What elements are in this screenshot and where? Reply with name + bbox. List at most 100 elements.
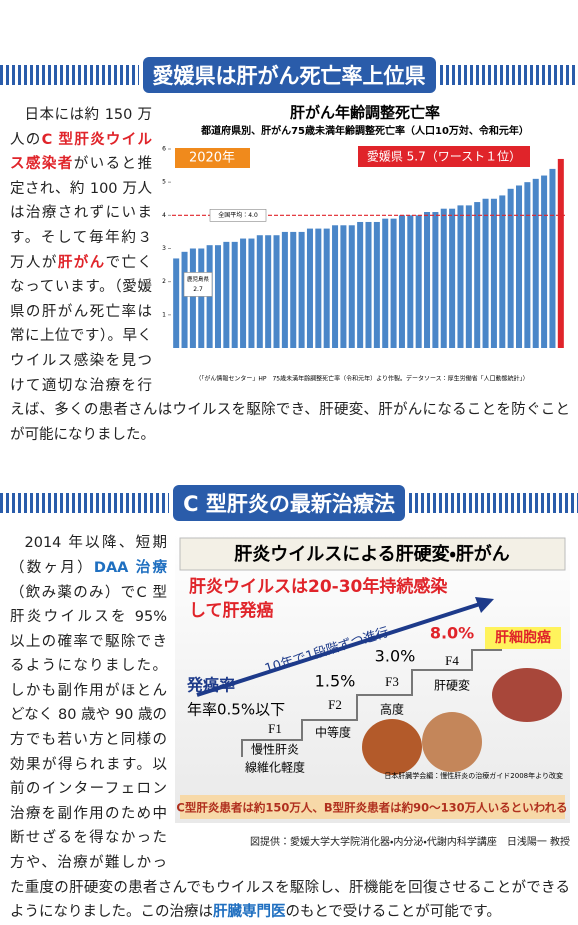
bar [348,225,355,348]
diagram: 肝炎ウイルスによる肝硬変・肝がん 肝炎ウイルスは20-30年持続感染 して肝発癌… [175,533,570,824]
stage-rate: 8.0% [430,624,474,643]
chart: 肝がん年齢調整死亡率 都道府県別、肝がん75歳未満年齢調整死亡率（人口10万対、… [162,104,565,383]
bar [273,235,280,348]
stage-rate: 1.5% [315,672,356,691]
bar [332,225,339,348]
rate-label: 発癌率 [186,676,235,695]
cancer-label: 肝細胞癌 [495,629,551,646]
bar [499,195,506,348]
bar [198,248,205,348]
callout-label: 鹿児島県 [187,275,210,283]
highlight-label: 愛媛県 5.7（ワースト１位） [367,150,521,164]
bar [365,221,372,348]
bar [298,231,305,348]
rate-value: 年率0.5%以下 [187,701,285,719]
bar [357,221,364,348]
cancer-box [485,627,561,650]
bar [290,231,297,348]
footer-band [180,795,565,820]
average-label: 全国平均：4.0 [218,211,258,219]
bar [214,245,221,348]
bar [449,208,456,348]
bar [465,205,472,348]
stage-desc: 肝硬変 [434,678,470,693]
bar [432,212,439,348]
section-heading: 愛媛県は肝がん死亡率上位県 [0,57,578,93]
text-run: のもとで受けることが可能です。 [285,904,501,921]
bar [407,215,414,348]
bar [440,208,447,348]
y-tick-label: 1 [162,311,166,318]
bar [482,198,489,348]
text-run: 肝がん [57,254,106,271]
average-box [209,209,267,222]
bar [315,228,322,348]
text-run: 2014 年以降、短期（数ヶ月） [10,535,167,576]
year-box [175,148,250,168]
stage-desc: 慢性肝炎 [251,743,299,757]
text-run: 日本には約 150 万人の [10,107,152,148]
bar [256,235,263,348]
arrow [196,602,481,698]
diagram-box: 肝炎ウイルスによる肝硬変・肝がん 肝炎ウイルスは20-30年持続感染 して肝発癌… [175,533,570,863]
bar [541,175,548,348]
chart-subtitle: 都道府県別、肝がん75歳未満年齢調整死亡率（人口10万対、令和元年） [200,124,529,137]
text-run: C 型肝炎ウイルス感染者 [10,131,152,173]
highlight-box [358,146,530,167]
callout-value: 2.7 [193,286,203,293]
heading-text: 愛媛県は肝がん死亡率上位県 [142,57,436,93]
bar [189,248,196,348]
section: C 型肝炎の最新治療法 肝炎ウイルスによる肝硬変・肝がん 肝炎ウイルスは20-3… [0,447,578,925]
stage-desc: 線維化軽度 [245,760,305,775]
bar [373,221,380,348]
stairs [241,649,502,758]
chart-source: （「がん情報センター」HP 75歳未満年齢調整死亡率（令和元年）より作製。データ… [195,375,528,383]
bar [415,215,422,348]
bar [248,238,255,348]
headline: して肝発癌 [189,600,274,621]
y-tick-label: 6 [162,146,166,153]
footer-text: C型肝炎患者は約150万人、B型肝炎患者は約90〜130万人いるといわれる [176,801,567,815]
photo [362,719,422,776]
photo [422,712,482,773]
bar [390,218,397,348]
title-box [179,537,566,571]
bar [490,198,497,348]
stage-desc: 中等度 [315,725,351,740]
bar [382,218,389,348]
bar [173,258,180,348]
bar [516,185,523,348]
bar [557,158,564,348]
chart-title: 肝がん年齢調整死亡率 [290,104,440,122]
bar [281,231,288,348]
bar [240,238,247,348]
bar [181,251,188,348]
bar [306,228,313,348]
bar [549,168,556,348]
y-tick-label: 2 [162,278,166,285]
bar [323,228,330,348]
headline: 肝炎ウイルスは20-30年持続感染 [189,576,447,597]
bar [223,241,230,348]
bar [524,182,531,348]
callout-box [183,272,213,297]
stage-rate: 3.0% [375,647,416,666]
stage: F3 [385,674,399,689]
text-run: がいると推定され、約 100 万人は治療されずにいます。そして毎年約３万人が [10,156,152,271]
bar [231,241,238,348]
bar [340,225,347,348]
bar [424,212,431,348]
bar [474,202,481,348]
bar [457,205,464,348]
paragraph: 日本には約 150 万人のC 型肝炎ウイルス感染者がいると推定され、約 100 … [10,103,570,447]
photo [492,668,562,723]
stage: F2 [328,697,342,712]
text-run: で亡くなっています。（愛媛県の肝がん死亡率は常に上位です）。早くウイルス感染を見… [10,254,570,443]
stage: F1 [268,721,282,736]
diagram-title: 肝炎ウイルスによる肝硬変・肝がん [234,543,510,565]
credit: 図提供：愛媛大学大学院消化器・内分泌・代謝内科学講座 日浅陽一 教授 [250,837,570,849]
chart-box: 肝がん年齢調整死亡率 都道府県別、肝がん75歳未満年齢調整死亡率（人口10万対、… [160,99,570,389]
bar [265,235,272,348]
section: 愛媛県は肝がん死亡率上位県 肝がん年齢調整死亡率 都道府県別、肝がん75歳未満年… [0,0,578,447]
